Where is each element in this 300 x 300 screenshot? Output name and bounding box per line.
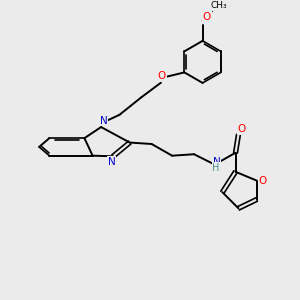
Text: O: O (258, 176, 266, 185)
Text: O: O (158, 71, 166, 81)
Text: O: O (238, 124, 246, 134)
Text: CH₃: CH₃ (210, 1, 227, 10)
Text: H: H (212, 163, 220, 173)
Text: N: N (213, 157, 221, 166)
Text: N: N (100, 116, 107, 126)
Text: N: N (108, 157, 116, 166)
Text: O: O (203, 12, 211, 22)
